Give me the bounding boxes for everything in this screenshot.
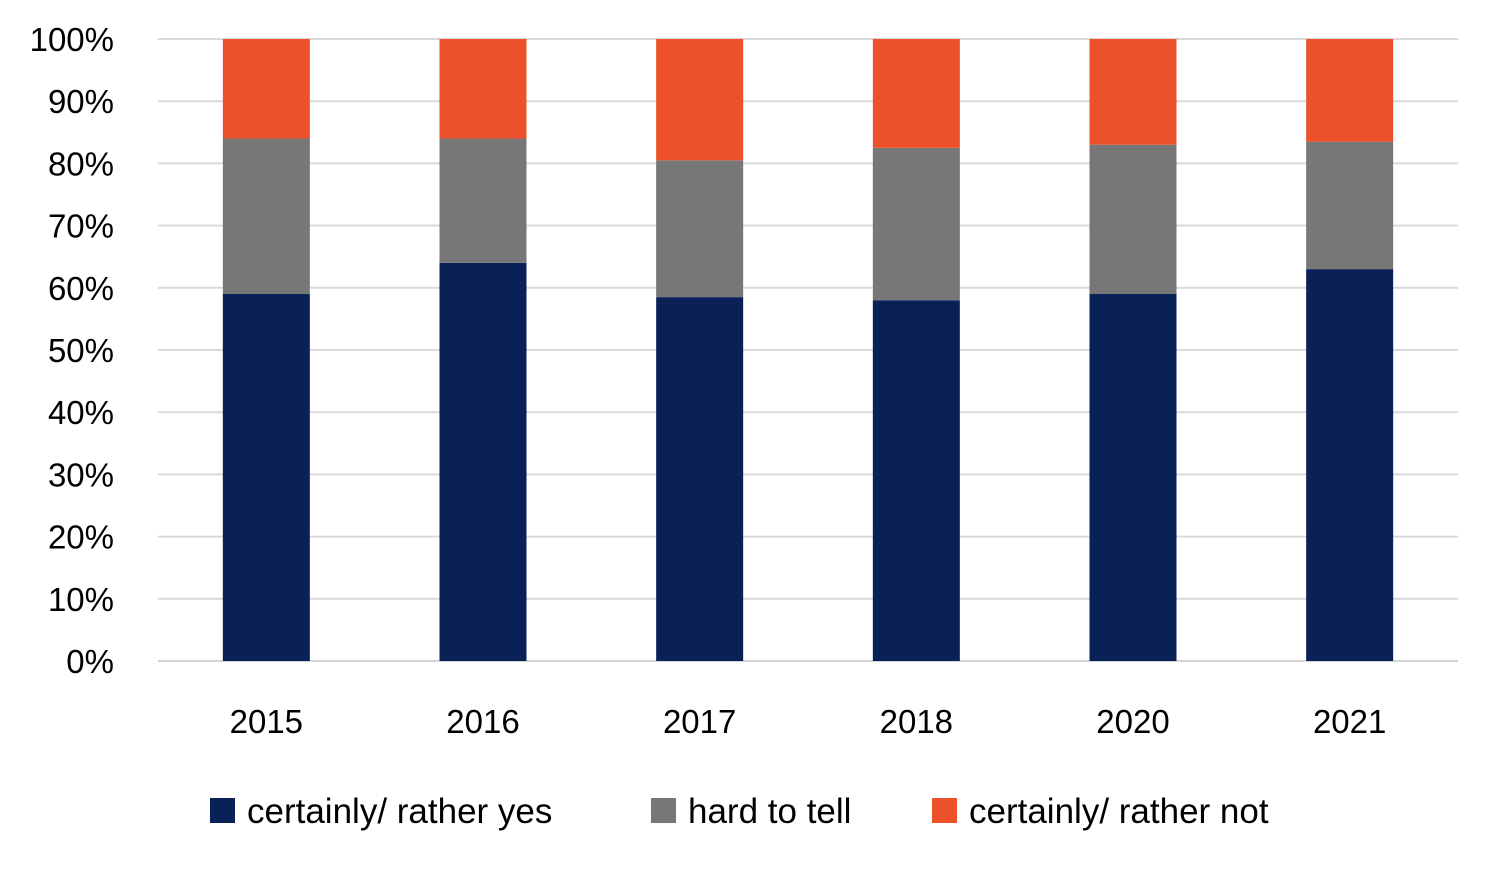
legend-swatch bbox=[932, 798, 957, 823]
legend-label: certainly/ rather yes bbox=[247, 792, 552, 831]
bar-segment bbox=[872, 300, 960, 661]
bar-segment bbox=[1306, 269, 1394, 661]
y-tick-label: 60% bbox=[48, 270, 114, 307]
bar-segment bbox=[1089, 144, 1177, 295]
bar-segment bbox=[439, 138, 527, 263]
y-tick-label: 10% bbox=[48, 581, 114, 618]
bar-segment bbox=[439, 39, 527, 139]
bar-segment bbox=[656, 297, 744, 661]
bar-segment bbox=[656, 160, 744, 298]
y-tick-label: 90% bbox=[48, 83, 114, 120]
y-tick-label: 70% bbox=[48, 208, 114, 245]
y-tick-label: 100% bbox=[30, 21, 114, 58]
x-tick-label: 2017 bbox=[663, 703, 736, 740]
legend-swatch bbox=[651, 798, 676, 823]
x-tick-label: 2021 bbox=[1313, 703, 1386, 740]
legend-item: hard to tell bbox=[651, 792, 851, 831]
y-tick-label: 30% bbox=[48, 456, 114, 493]
x-tick-label: 2015 bbox=[230, 703, 303, 740]
x-tick-label: 2018 bbox=[880, 703, 953, 740]
y-tick-label: 50% bbox=[48, 332, 114, 369]
bar-segment bbox=[1089, 39, 1177, 145]
x-axis-tick-labels: 2015 2016 2017 2018 2020 2021 bbox=[230, 703, 1387, 740]
legend: certainly/ rather yes hard to tell certain… bbox=[210, 792, 1269, 831]
legend-item: certainly/ rather yes bbox=[210, 792, 552, 831]
bar-segment bbox=[1089, 294, 1177, 661]
bar-stack-2020 bbox=[1089, 39, 1177, 661]
bar-segment bbox=[222, 138, 310, 295]
bar-segment bbox=[1306, 39, 1394, 142]
x-tick-label: 2020 bbox=[1096, 703, 1169, 740]
bar-stack-2018 bbox=[872, 39, 960, 661]
y-tick-label: 80% bbox=[48, 145, 114, 182]
y-tick-label: 40% bbox=[48, 394, 114, 431]
bars bbox=[222, 39, 1394, 661]
bar-segment bbox=[222, 294, 310, 661]
gridlines bbox=[158, 38, 1458, 662]
y-axis-tick-labels: 0% 10% 20% 30% 40% 50% 60% 70% 80% 90% 100% bbox=[30, 21, 114, 680]
bar-segment bbox=[872, 39, 960, 148]
bar-segment bbox=[656, 39, 744, 161]
bar-stack-2016 bbox=[439, 39, 527, 661]
bar-stack-2017 bbox=[656, 39, 744, 661]
bar-segment bbox=[439, 262, 527, 661]
bar-segment bbox=[1306, 141, 1394, 270]
y-tick-label: 0% bbox=[66, 643, 114, 680]
legend-label: certainly/ rather not bbox=[969, 792, 1269, 831]
bar-stack-2015 bbox=[222, 39, 310, 661]
bar-segment bbox=[222, 39, 310, 139]
legend-item: certainly/ rather not bbox=[932, 792, 1269, 831]
bar-stack-2021 bbox=[1306, 39, 1394, 661]
y-tick-label: 20% bbox=[48, 519, 114, 556]
legend-label: hard to tell bbox=[688, 792, 851, 831]
legend-swatch bbox=[210, 798, 235, 823]
bar-segment bbox=[872, 147, 960, 301]
x-tick-label: 2016 bbox=[446, 703, 519, 740]
